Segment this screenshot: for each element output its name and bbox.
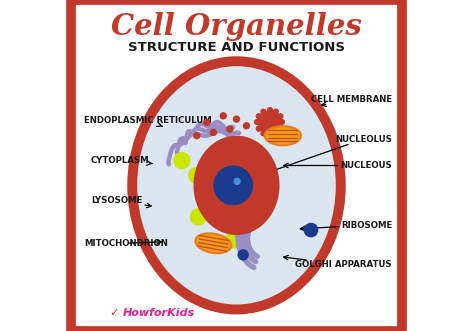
- Circle shape: [304, 223, 317, 237]
- Circle shape: [227, 126, 233, 132]
- Ellipse shape: [264, 126, 301, 145]
- Text: Cell Organelles: Cell Organelles: [111, 12, 362, 41]
- Text: ✓: ✓: [109, 308, 118, 318]
- FancyBboxPatch shape: [71, 0, 402, 331]
- Ellipse shape: [195, 233, 231, 253]
- Circle shape: [210, 129, 216, 135]
- Ellipse shape: [137, 66, 336, 305]
- Text: RIBOSOME: RIBOSOME: [300, 220, 392, 231]
- Text: GOLGHI APPARATUS: GOLGHI APPARATUS: [284, 256, 392, 269]
- Circle shape: [225, 232, 241, 248]
- Circle shape: [207, 175, 217, 185]
- Ellipse shape: [127, 56, 346, 314]
- Text: CYTOPLASM: CYTOPLASM: [91, 156, 152, 165]
- Circle shape: [234, 178, 240, 184]
- Text: MITOCHONDRION: MITOCHONDRION: [84, 239, 168, 248]
- Circle shape: [234, 116, 239, 122]
- Circle shape: [214, 166, 253, 205]
- Circle shape: [189, 167, 205, 183]
- Circle shape: [191, 209, 206, 225]
- Circle shape: [204, 119, 210, 125]
- Text: LYSOSOME: LYSOSOME: [91, 196, 151, 208]
- Text: CELL MEMBRANE: CELL MEMBRANE: [311, 95, 392, 107]
- Text: HowforKids: HowforKids: [123, 308, 194, 318]
- Circle shape: [194, 133, 200, 139]
- Text: ENDOPLASMIC RETICULUM: ENDOPLASMIC RETICULUM: [84, 116, 212, 126]
- Text: NUCLEOLUS: NUCLEOLUS: [259, 134, 392, 176]
- Circle shape: [238, 250, 248, 260]
- Circle shape: [244, 123, 249, 129]
- Circle shape: [174, 153, 190, 168]
- Text: STRUCTURE AND FUNCTIONS: STRUCTURE AND FUNCTIONS: [128, 41, 345, 54]
- Circle shape: [220, 113, 226, 119]
- Text: NUCLEOUS: NUCLEOUS: [284, 161, 392, 170]
- Ellipse shape: [193, 136, 280, 235]
